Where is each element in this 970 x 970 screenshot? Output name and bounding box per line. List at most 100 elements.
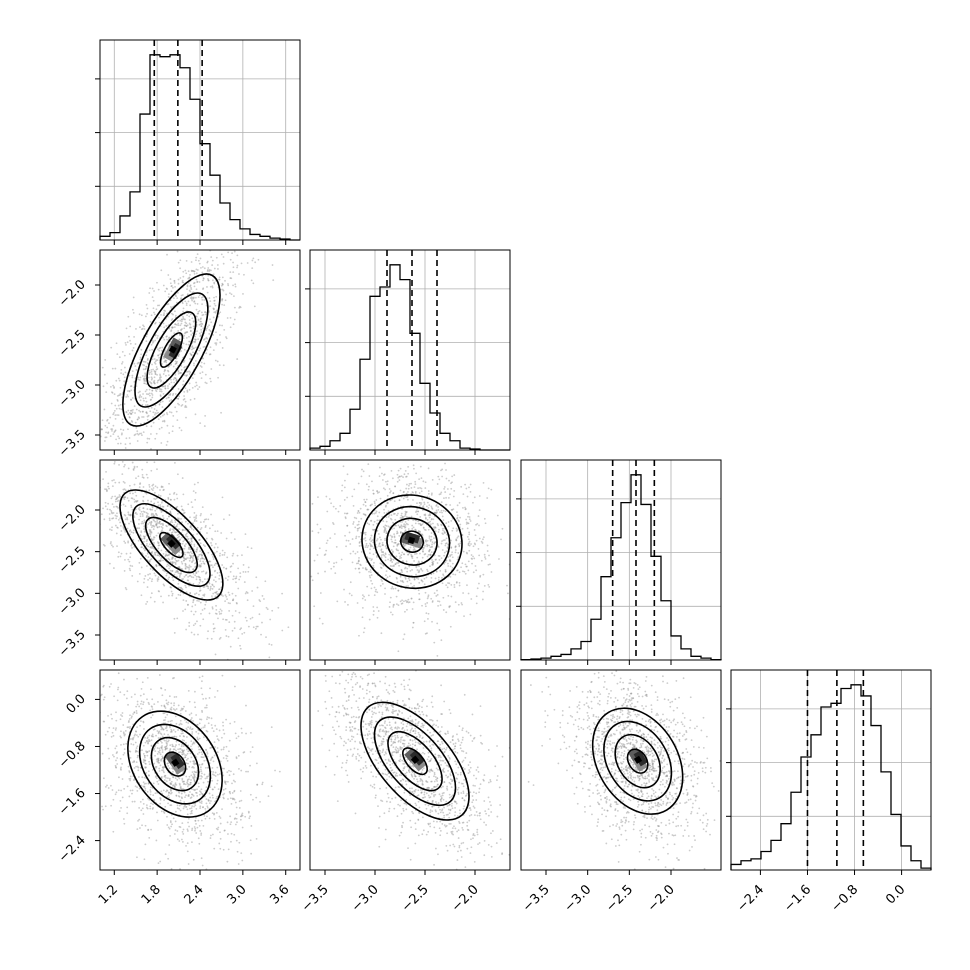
sample-point — [103, 544, 106, 547]
sample-point — [198, 294, 201, 297]
sample-point — [401, 508, 403, 510]
sample-point — [451, 481, 453, 484]
sample-point — [206, 286, 208, 288]
sample-point — [137, 376, 140, 379]
sample-point — [151, 484, 154, 487]
sample-point — [346, 473, 349, 476]
sample-point — [233, 250, 236, 253]
sample-point — [178, 743, 181, 746]
sample-point — [194, 491, 197, 494]
sample-point — [236, 266, 238, 269]
sample-point — [220, 253, 223, 256]
sample-point — [244, 571, 247, 573]
sample-point — [229, 258, 232, 261]
sample-point — [142, 535, 145, 538]
sample-point — [129, 569, 132, 572]
sample-point — [396, 549, 398, 552]
sample-point — [152, 340, 155, 343]
sample-point — [389, 491, 391, 494]
sample-point — [199, 601, 202, 604]
sample-point — [249, 764, 251, 767]
sample-point — [142, 507, 145, 509]
sample-point — [188, 621, 191, 624]
sample-point — [126, 497, 129, 499]
sample-point — [201, 506, 204, 509]
sample-point — [166, 554, 169, 557]
sample-point — [115, 505, 118, 508]
sample-point — [131, 492, 134, 495]
sample-point — [233, 318, 236, 321]
sample-point — [134, 365, 137, 367]
sample-point — [351, 561, 354, 564]
sample-point — [468, 486, 470, 489]
sample-point — [179, 259, 182, 262]
sample-point — [144, 466, 146, 468]
sample-point — [472, 545, 475, 548]
sample-point — [404, 520, 407, 523]
sample-point — [171, 823, 173, 826]
sample-point — [122, 480, 125, 483]
sample-point — [424, 487, 427, 489]
sample-point — [388, 443, 390, 445]
sample-point — [170, 867, 173, 870]
sample-point — [154, 574, 157, 577]
sample-point — [253, 305, 256, 308]
sample-point — [169, 529, 172, 532]
sample-point — [199, 521, 202, 524]
sample-point — [127, 540, 130, 543]
sample-point — [194, 335, 196, 338]
sample-point — [325, 495, 328, 498]
sample-point — [157, 576, 160, 579]
sample-point — [407, 498, 409, 501]
sample-point — [204, 661, 206, 663]
sample-point — [224, 299, 227, 302]
sample-point — [161, 406, 164, 408]
sample-point — [413, 577, 416, 580]
sample-point — [202, 327, 205, 330]
sample-point — [152, 518, 155, 521]
sample-point — [223, 767, 225, 770]
sample-point — [129, 492, 132, 495]
sample-point — [269, 618, 272, 621]
sample-point — [136, 499, 139, 502]
sample-point — [240, 627, 243, 630]
sample-point — [218, 276, 221, 279]
sample-point — [196, 303, 199, 305]
sample-point — [156, 541, 159, 543]
sample-point — [173, 573, 176, 576]
sample-point — [195, 381, 198, 384]
sample-point — [423, 553, 426, 556]
sample-point — [163, 326, 166, 329]
sample-point — [426, 568, 428, 571]
sample-point — [393, 541, 396, 544]
sample-point — [155, 366, 158, 368]
sample-point — [118, 379, 121, 382]
sample-point — [228, 594, 231, 596]
sample-point — [160, 426, 163, 429]
sample-point — [211, 767, 214, 769]
sample-point — [167, 295, 170, 298]
sample-point — [195, 517, 197, 520]
sample-point — [162, 392, 165, 395]
sample-point — [146, 357, 149, 360]
sample-point — [238, 807, 241, 809]
sample-point — [154, 413, 156, 416]
sample-point — [357, 510, 360, 512]
sample-point — [407, 472, 410, 475]
sample-point — [142, 753, 145, 755]
sample-point — [52, 449, 54, 451]
sample-point — [136, 432, 139, 435]
sample-point — [130, 473, 132, 475]
sample-point — [201, 357, 204, 360]
sample-point — [233, 306, 236, 309]
sample-point — [148, 521, 151, 524]
sample-point — [92, 470, 94, 472]
sample-point — [209, 377, 212, 380]
sample-point — [185, 272, 188, 275]
sample-point — [144, 377, 147, 380]
sample-point — [418, 478, 421, 481]
sample-point — [147, 376, 150, 379]
sample-point — [402, 559, 404, 562]
sample-point — [213, 546, 216, 549]
sample-point — [389, 517, 392, 520]
